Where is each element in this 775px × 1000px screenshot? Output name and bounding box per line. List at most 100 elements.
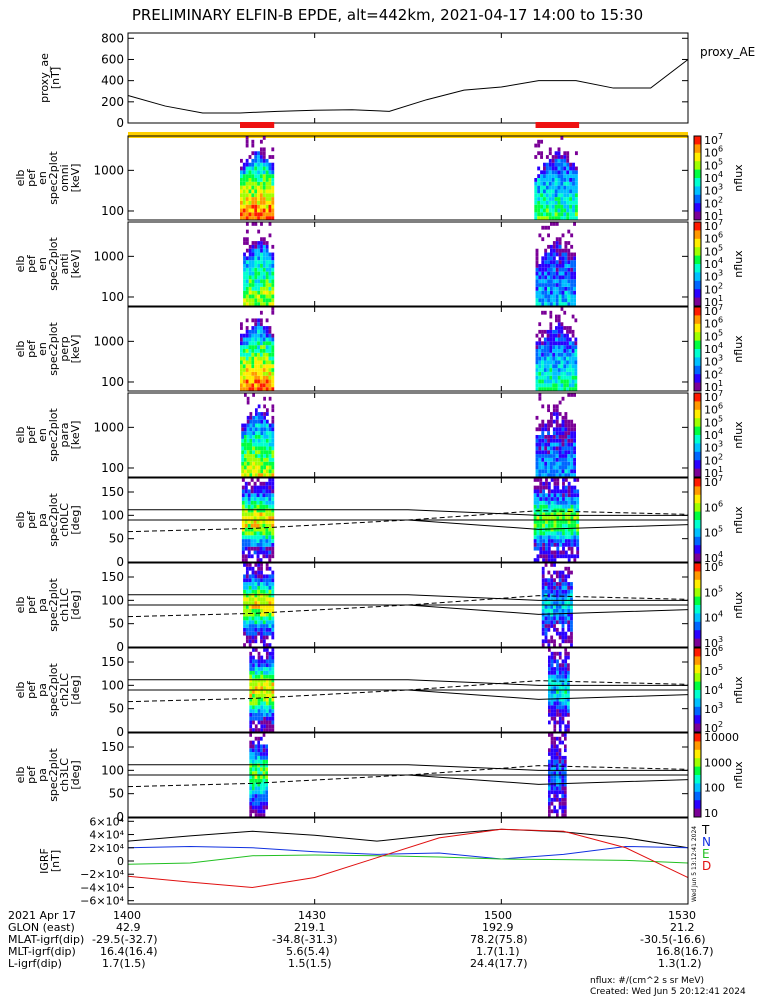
ch2LC-loss-cone-upper	[128, 679, 688, 686]
ch1LC-colorbar-frame	[693, 562, 702, 648]
proxy_ae-ytick-label-3: 600	[101, 52, 124, 66]
mlt-value-2: 1.7(1.1)	[476, 945, 520, 958]
mlt-value-0: 16.4(16.4)	[100, 945, 158, 958]
ch3LC-ytick-label-2: 100	[101, 763, 124, 777]
ch2LC-loss-cone-lower	[128, 689, 689, 700]
ch3LC-ylabel-line-2: pa	[36, 768, 49, 782]
ch0LC-ylabel-line-2: pa	[36, 513, 49, 527]
ch3LC-ylabel-line-0: elb	[14, 767, 27, 784]
ch2LC-ylabel-line-4: ch2LC	[58, 673, 71, 707]
ch2LC-ylabel-line-0: elb	[14, 682, 27, 699]
ch2LC-cbar-label: nflux	[732, 676, 745, 704]
glon-value-0: 42.9	[116, 921, 141, 934]
igrf-series-T	[127, 828, 689, 849]
ch2LC-ytick-label-1: 50	[109, 702, 124, 716]
anti-ylabel-line-2: en	[36, 257, 49, 271]
perp-ylabel-line-1: pef	[25, 339, 38, 358]
ch0LC-cbar-tick-3: 107	[704, 474, 723, 489]
ch3LC-cbar-label: nflux	[732, 761, 745, 789]
glon-row-label: GLON (east)	[8, 921, 75, 934]
glon-value-2: 192.9	[482, 921, 514, 934]
ch2LC-ytick-label-3: 150	[101, 655, 124, 669]
omni-ylabel-line-5: [keV]	[69, 164, 82, 193]
ch1LC-cbar-tick-1: 104	[704, 610, 723, 625]
ch2LC-ylabel-line-2: pa	[36, 683, 49, 697]
ch0LC-antiloss-cone	[127, 510, 689, 533]
perp-spectrogram	[240, 307, 578, 391]
anti-ytick-label-1: 1000	[93, 249, 124, 263]
ch0LC-ytick-label-2: 100	[101, 508, 124, 522]
ch1LC-loss-cone-lower	[128, 604, 689, 615]
ch1LC-ylabel-line-2: pa	[36, 598, 49, 612]
para-ylabel-line-3: spec2plot	[47, 408, 60, 462]
igrf-ylabel-line-0: IGRF	[38, 848, 51, 874]
ch3LC-loss-cone-lower	[128, 774, 689, 785]
ch2LC-antiloss-cone	[127, 680, 689, 703]
proxy-ae-ylabel-line-0: proxy_ae	[38, 53, 51, 103]
ch1LC-cbar-label: nflux	[732, 591, 745, 619]
omni-cbar-label-text: nflux	[732, 164, 745, 192]
omni-colorbar-frame	[693, 135, 702, 221]
ch0LC-loss-cone-upper	[128, 509, 688, 516]
ch2LC-cbar-tick-1: 103	[704, 701, 723, 716]
ch3LC-frame	[127, 732, 689, 818]
ch0LC-loss-cone-lower	[128, 519, 689, 530]
ch1LC-spectrogram	[243, 563, 573, 647]
omni-ylabel-line-1: pef	[25, 168, 38, 187]
ch0LC-ylabel-line-1: pef	[25, 510, 38, 529]
ch1LC-ylabel-line-5: [deg]	[69, 590, 82, 619]
perp-colorbar-frame	[693, 306, 702, 392]
glon-value-3: 21.2	[670, 921, 695, 934]
perp-cbar-label-text: nflux	[732, 335, 745, 363]
ch1LC-ytick-label-3: 150	[101, 570, 124, 584]
ch0LC-spectrogram	[241, 478, 580, 562]
status-bar-1	[535, 122, 580, 128]
time-tick-1530: 1530	[668, 909, 696, 922]
ch2LC-cbar-tick-4: 106	[704, 644, 723, 659]
ch3LC-ylabel-line-3: spec2plot	[47, 748, 60, 802]
ch2LC-cbar-tick-3: 105	[704, 663, 723, 678]
ch3LC-ytick-label-1: 50	[109, 787, 124, 801]
anti-cbar-label: nflux	[732, 250, 745, 278]
para-ytick-label-0: 100	[101, 461, 124, 475]
ch1LC-loss-cone-upper	[128, 594, 688, 601]
created-note: Created: Wed Jun 5 20:12:41 2024	[590, 987, 746, 997]
glon-value-1: 219.1	[294, 921, 326, 934]
igrf-series-E	[127, 854, 689, 865]
ch1LC-ytick-label-1: 50	[109, 617, 124, 631]
perp-cbar-label: nflux	[732, 335, 745, 363]
ch3LC-cbar-label-text: nflux	[732, 761, 745, 789]
ch2LC-ylabel-line-3: spec2plot	[47, 663, 60, 717]
anti-ytick-label-0: 100	[101, 290, 124, 304]
time-row-label: 2021 Apr 17	[8, 909, 77, 922]
omni-ylabel-line-2: en	[36, 171, 49, 185]
igrf-series-N	[127, 845, 689, 860]
igrf-ytick-label-1: −4×10⁴	[80, 881, 124, 894]
ch1LC-ylabel-line-0: elb	[14, 597, 27, 614]
igrf-ylabel: IGRF[nT]	[38, 848, 62, 874]
ch3LC-colorbar-frame	[693, 732, 702, 818]
para-spectrogram	[241, 393, 576, 477]
anti-colorbar-frame	[693, 221, 702, 307]
anti-cbar-label-text: nflux	[732, 250, 745, 278]
igrf-legend-N: N	[702, 835, 711, 849]
perp-frame	[127, 306, 689, 392]
para-cbar-label: nflux	[732, 421, 745, 449]
perp-ylabel-line-0: elb	[14, 341, 27, 358]
ch3LC-spectrogram	[249, 733, 567, 817]
para-ytick-label-1: 1000	[93, 420, 124, 434]
para-ylabel-line-5: [keV]	[69, 421, 82, 450]
figure-title: PRELIMINARY ELFIN-B EPDE, alt=442km, 202…	[131, 6, 644, 24]
igrf-legend-E: E	[702, 847, 710, 861]
lshell-value-0: 1.7(1.5)	[102, 957, 146, 970]
time-tick-1400: 1400	[113, 909, 141, 922]
para-ylabel-line-4: para	[58, 423, 71, 448]
proxy-ae-ylabel-line-1: [nT]	[49, 67, 62, 89]
perp-ylabel-line-5: [keV]	[69, 335, 82, 364]
ch2LC-spectrogram	[249, 648, 570, 732]
ch2LC-ylabel-line-5: [deg]	[69, 675, 82, 704]
